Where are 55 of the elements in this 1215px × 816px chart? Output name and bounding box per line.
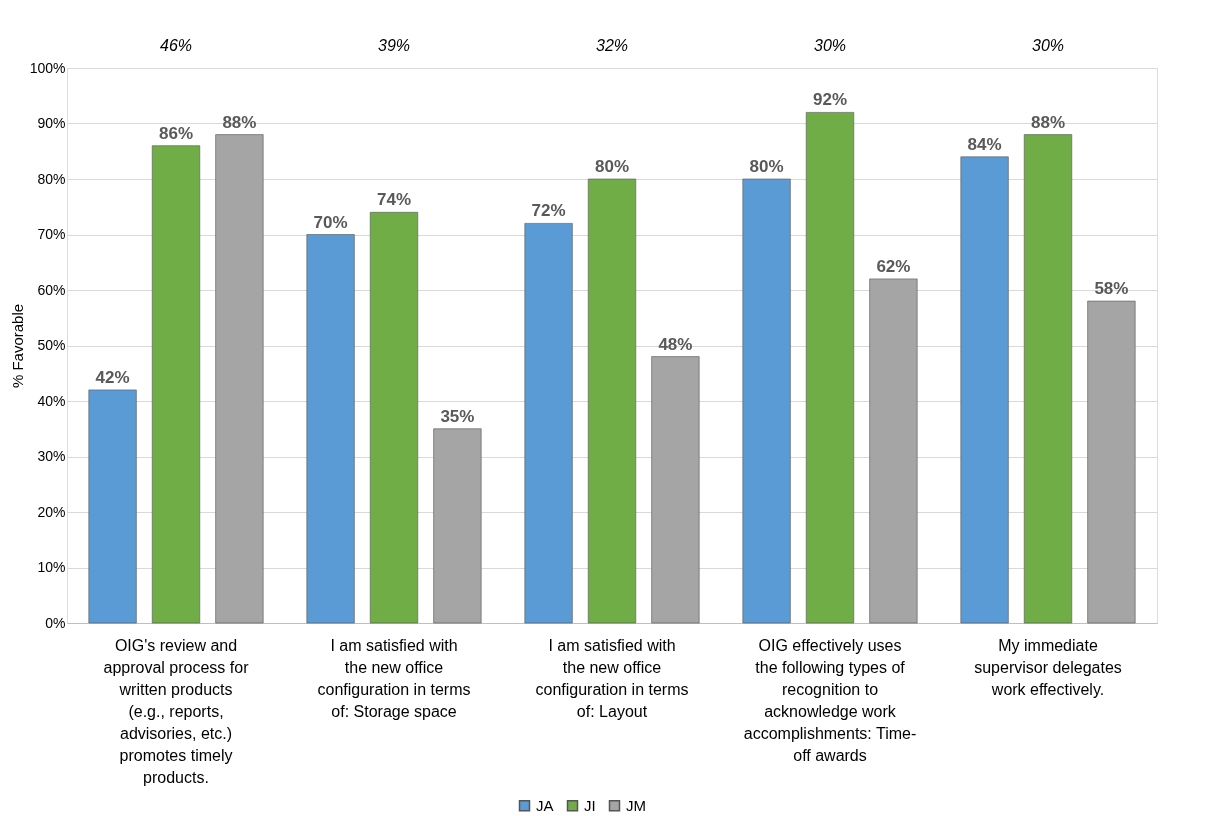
text: 46% xyxy=(159,37,193,54)
y-tick-label: 80% xyxy=(37,170,66,187)
bar xyxy=(524,223,573,624)
bar xyxy=(651,356,700,624)
bar xyxy=(151,145,201,624)
bar xyxy=(742,178,791,624)
bar xyxy=(215,134,264,624)
data-label: 72% xyxy=(531,201,566,221)
y-tick-label: 50% xyxy=(37,337,66,353)
y-tick-label: 10% xyxy=(37,559,66,575)
text: 39% xyxy=(377,37,411,54)
text: 30% xyxy=(1031,37,1065,54)
data-label: 88% xyxy=(1030,112,1066,132)
data-label: 84% xyxy=(967,134,1002,154)
data-label: 70% xyxy=(313,212,348,232)
data-label: 88% xyxy=(222,112,257,132)
y-axis-title: % Favorable xyxy=(8,303,26,389)
bar xyxy=(869,278,918,624)
data-label: 74% xyxy=(376,190,412,210)
y-tick-label: 90% xyxy=(37,115,66,131)
bar xyxy=(1023,134,1073,624)
y-tick-label: 30% xyxy=(37,448,66,464)
data-label: 42% xyxy=(95,367,130,387)
text: 30% xyxy=(813,37,847,54)
x-tick-label: My immediate supervisor delegates work effectively. xyxy=(974,636,1122,698)
y-tick-label: 0% xyxy=(45,614,66,631)
x-tick-label: I am satisfied with the new office configuration in terms of: Layout xyxy=(535,636,689,720)
bar xyxy=(433,428,482,624)
bar xyxy=(805,112,855,624)
y-tick-label: 100% xyxy=(29,59,66,76)
y-tick-label: 20% xyxy=(37,503,66,520)
data-label: 35% xyxy=(440,406,475,426)
data-label: 80% xyxy=(594,157,630,176)
data-label: 80% xyxy=(749,157,784,176)
bar xyxy=(587,178,637,624)
data-label: 92% xyxy=(812,90,848,110)
y-tick-label: 60% xyxy=(37,281,66,298)
legend-label: JI xyxy=(584,796,596,814)
x-tick-label: OIG's review and approval process for written products (e.g., reports, advisories, etc.) promotes timely products. xyxy=(103,636,250,786)
y-tick-label: 40% xyxy=(37,392,66,409)
data-label: 58% xyxy=(1094,279,1129,299)
legend-label: JA xyxy=(536,796,554,814)
data-label: 86% xyxy=(158,123,194,143)
y-tick-label: 70% xyxy=(37,226,66,242)
text: 32% xyxy=(595,37,629,54)
data-label: 48% xyxy=(658,334,693,354)
bar xyxy=(306,234,355,624)
legend-label: JM xyxy=(626,796,646,814)
bar xyxy=(1087,300,1136,624)
bar xyxy=(960,156,1009,624)
x-tick-label: I am satisfied with the new office configuration in terms of: Storage space xyxy=(317,636,471,720)
data-label: 62% xyxy=(876,256,911,276)
bar xyxy=(369,212,419,624)
x-tick-label: OIG effectively uses the following types of recognition to acknowledge work accomplishments: Time-off awards xyxy=(743,636,917,764)
bar xyxy=(88,389,137,624)
